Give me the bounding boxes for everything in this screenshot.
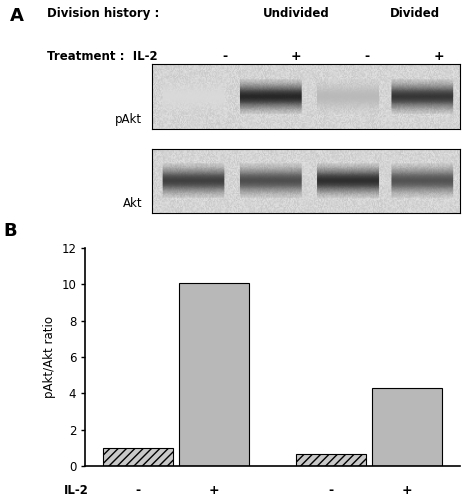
Text: -: -: [136, 484, 140, 496]
Text: -: -: [365, 50, 370, 62]
Text: -: -: [223, 50, 228, 62]
Text: Divided: Divided: [390, 7, 440, 20]
Text: B: B: [3, 222, 17, 240]
Text: Akt: Akt: [123, 197, 142, 210]
Text: -: -: [328, 484, 334, 496]
Bar: [103, 448, 173, 466]
Bar: [179, 283, 249, 466]
Text: Treatment :  IL-2: Treatment : IL-2: [47, 50, 158, 62]
Text: +: +: [433, 50, 444, 62]
Text: Undivided: Undivided: [263, 7, 329, 20]
Text: +: +: [209, 484, 219, 496]
Text: pAkt: pAkt: [115, 113, 142, 125]
Text: IL-2: IL-2: [64, 484, 89, 496]
Bar: [296, 453, 366, 466]
Text: A: A: [9, 7, 23, 25]
Text: +: +: [291, 50, 301, 62]
Y-axis label: pAkt/Akt ratio: pAkt/Akt ratio: [43, 316, 56, 398]
Bar: [372, 388, 442, 466]
Text: +: +: [402, 484, 412, 496]
Text: Division history :: Division history :: [47, 7, 160, 20]
